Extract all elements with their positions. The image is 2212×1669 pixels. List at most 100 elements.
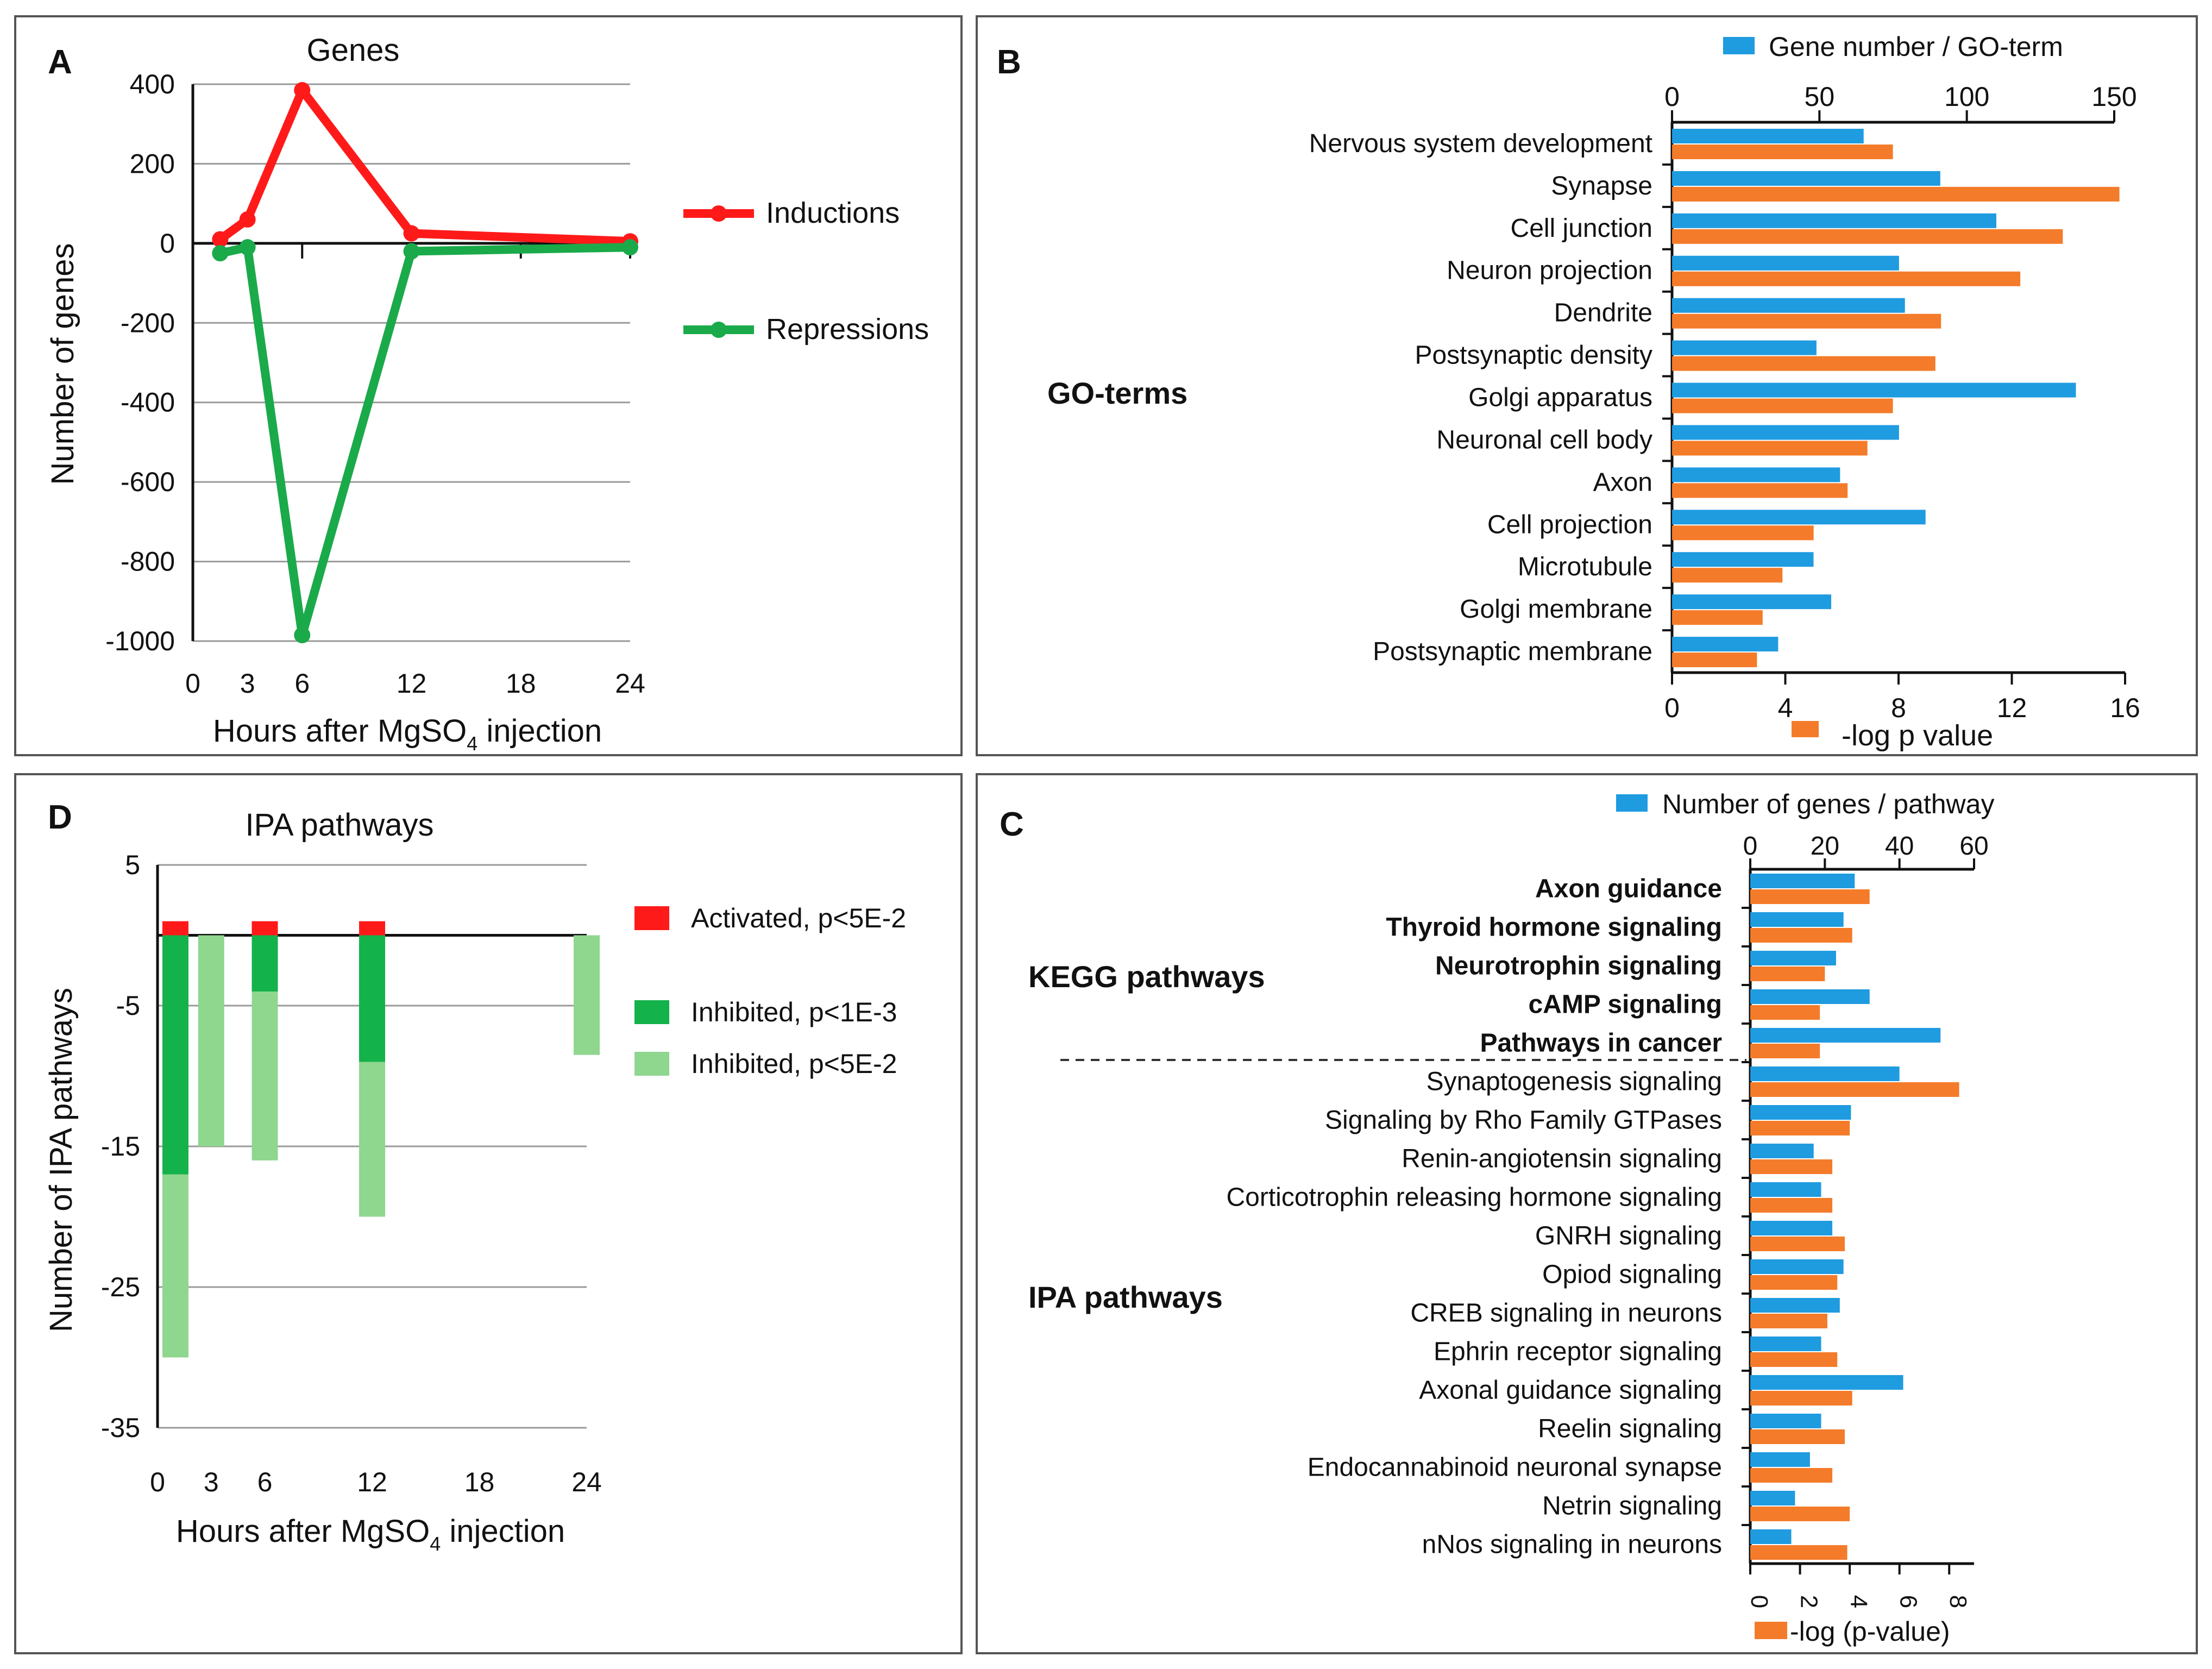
panel-a-y-axis-label: Number of genes	[45, 243, 80, 485]
panel-c-bar-log-p	[1750, 1121, 1850, 1135]
panel-a-title: Genes	[307, 33, 400, 68]
panel-a-point-repressions	[622, 239, 638, 256]
panel-b-bottom-tick-label: 8	[1891, 693, 1906, 723]
panel-d-legend-swatch-activated-p-5e-2	[634, 906, 669, 930]
panel-c-category-label-opiod-signaling: Opiod signaling	[1542, 1260, 1722, 1289]
panel-b-bar-gene-number	[1672, 425, 1899, 440]
panel-b-bar-log-p	[1672, 483, 1848, 498]
panel-a-letter: A	[48, 43, 72, 81]
panel-d-x-tick-label: 0	[150, 1467, 165, 1497]
panel-c-legend-label-log-p: -log (p-value)	[1790, 1616, 1950, 1647]
panel-b-category-label-golgi-membrane: Golgi membrane	[1460, 595, 1652, 624]
panel-a-y-tick-label: -400	[121, 387, 175, 418]
panel-d-x-tick-label: 18	[464, 1467, 495, 1497]
panel-d-y-tick-label: -5	[116, 990, 140, 1021]
panel-b-bar-log-p	[1672, 313, 1941, 329]
panel-a-border	[14, 15, 963, 756]
panel-d-y-axis-label: Number of IPA pathways	[43, 988, 79, 1332]
panel-a-point-inductions	[239, 211, 256, 228]
panel-a-x-tick-label: 6	[294, 668, 310, 699]
panel-b-category-label-synapse: Synapse	[1551, 172, 1652, 200]
panel-a-y-tick-label: 200	[130, 148, 175, 179]
panel-d-y-tick-label: -15	[101, 1131, 140, 1162]
panel-b-bottom-tick-label: 0	[1664, 693, 1680, 723]
panel-b-top-tick-label: 50	[1805, 81, 1835, 112]
panel-b-bar-log-p	[1672, 568, 1783, 583]
panel-c-group-label-ipa: IPA pathways	[1028, 1280, 1223, 1314]
panel-b-bar-log-p	[1672, 145, 1893, 159]
panel-b-category-label-postsynaptic-membrane: Postsynaptic membrane	[1373, 637, 1652, 666]
panel-b-bar-gene-number	[1672, 171, 1940, 186]
panel-d-x-tick-label: 6	[257, 1467, 273, 1497]
panel-d-y-tick-label: -25	[101, 1272, 140, 1302]
panel-b-bar-gene-number	[1672, 552, 1814, 567]
panel-b-category-label-axon: Axon	[1593, 468, 1652, 497]
panel-c-bar-log-p	[1750, 1198, 1833, 1213]
panel-b-bar-gene-number	[1672, 129, 1864, 143]
panel-d-bar-activated	[252, 921, 278, 936]
panel-c-bar-log-p	[1750, 1082, 1959, 1097]
panel-b-bar-gene-number	[1672, 340, 1817, 355]
panel-d-bar-inhibited-5e2	[359, 1062, 385, 1217]
panel-c-bar-log-p	[1750, 1507, 1850, 1521]
panel-c-group-label-kegg: KEGG pathways	[1028, 959, 1265, 994]
panel-b-bar-gene-number	[1672, 213, 1996, 228]
panel-d-letter: D	[48, 799, 72, 836]
panel-b-bar-log-p	[1672, 398, 1893, 413]
panel-c-legend-swatch-log-p	[1755, 1622, 1787, 1639]
panel-d-x-axis-label: Hours after MgSO4 injection	[176, 1514, 565, 1555]
panel-b-bar-gene-number	[1672, 255, 1899, 271]
panel-a-x-tick-label: 0	[185, 668, 200, 699]
panel-c-bar-gene-number	[1750, 951, 1836, 965]
panel-c-bar-gene-number	[1750, 1375, 1903, 1390]
panel-c-bar-log-p	[1750, 1314, 1827, 1328]
panel-c-category-label-signaling-by-rho-family-gtpases: Signaling by Rho Family GTPases	[1325, 1106, 1722, 1135]
panel-b-bar-gene-number	[1672, 298, 1905, 313]
panel-c-bar-log-p	[1750, 1159, 1833, 1174]
panel-a-y-tick-label: 400	[130, 69, 175, 99]
panel-c-bar-gene-number	[1750, 1221, 1833, 1235]
panel-c-bar-log-p	[1750, 967, 1825, 981]
panel-c-category-label-synaptogenesis-signaling: Synaptogenesis signaling	[1427, 1068, 1722, 1096]
panel-c-bar-gene-number	[1750, 1028, 1941, 1043]
panel-b-top-tick-label: 150	[2091, 81, 2136, 112]
panel-d-legend-label-inhibited-p-5e-2: Inhibited, p<5E-2	[691, 1049, 897, 1079]
panel-c-bar-log-p	[1750, 928, 1852, 943]
panel-d-x-tick-label: 24	[571, 1467, 602, 1497]
panel-c-bar-gene-number	[1750, 1066, 1900, 1081]
panel-c-legend-swatch-gene-number	[1616, 794, 1648, 812]
panel-c-category-label-pathways-in-cancer: Pathways in cancer	[1480, 1029, 1722, 1058]
panel-c-bar-log-p	[1750, 889, 1870, 904]
panel-b-bar-gene-number	[1672, 594, 1832, 610]
panel-c-bar-gene-number	[1750, 1259, 1844, 1274]
panel-d-x-tick-label: 12	[357, 1467, 387, 1497]
panel-c-bottom-tick-label: 6	[1895, 1595, 1922, 1608]
panel-c-bar-gene-number	[1750, 874, 1855, 888]
panel-b-bar-log-p	[1672, 525, 1814, 541]
panel-c-category-label-gnrh-signaling: GNRH signaling	[1535, 1222, 1722, 1251]
panel-b-category-label-dendrite: Dendrite	[1554, 299, 1652, 328]
panel-b-bottom-tick-label: 12	[1997, 693, 2027, 723]
panel-a-x-tick-label: 18	[506, 668, 536, 699]
panel-c-bar-gene-number	[1750, 912, 1844, 927]
panel-b-category-label-postsynaptic-density: Postsynaptic density	[1415, 341, 1652, 370]
panel-c-top-tick-label: 20	[1811, 832, 1839, 861]
panel-d-bar-inhibited-5e2	[252, 992, 278, 1160]
panel-a-y-tick-label: 0	[160, 228, 175, 259]
panel-d-bar-inhibited-5e2	[198, 935, 224, 1146]
panel-a-point-inductions	[403, 225, 420, 242]
panel-b-bar-log-p	[1672, 652, 1757, 668]
panel-c-bar-log-p	[1750, 1275, 1838, 1290]
panel-a-point-repressions	[294, 627, 311, 644]
panel-b-side-label: GO-terms	[1047, 376, 1187, 410]
panel-d-bar-inhibited-5e2	[162, 1174, 188, 1358]
panel-d-y-tick-label: -35	[101, 1413, 140, 1443]
panel-c-category-label-nnos-signaling-in-neurons: nNos signaling in neurons	[1422, 1530, 1722, 1559]
panel-c-legend-label-gene-number: Number of genes / pathway	[1662, 789, 1994, 819]
panel-b-legend-label-gene-number: Gene number / GO-term	[1769, 32, 2063, 62]
panel-a-point-repressions	[212, 245, 229, 262]
panel-b-bar-gene-number	[1672, 382, 2076, 398]
panel-c-bottom-tick-label: 0	[1746, 1595, 1773, 1608]
panel-c-bar-log-p	[1750, 1352, 1838, 1367]
